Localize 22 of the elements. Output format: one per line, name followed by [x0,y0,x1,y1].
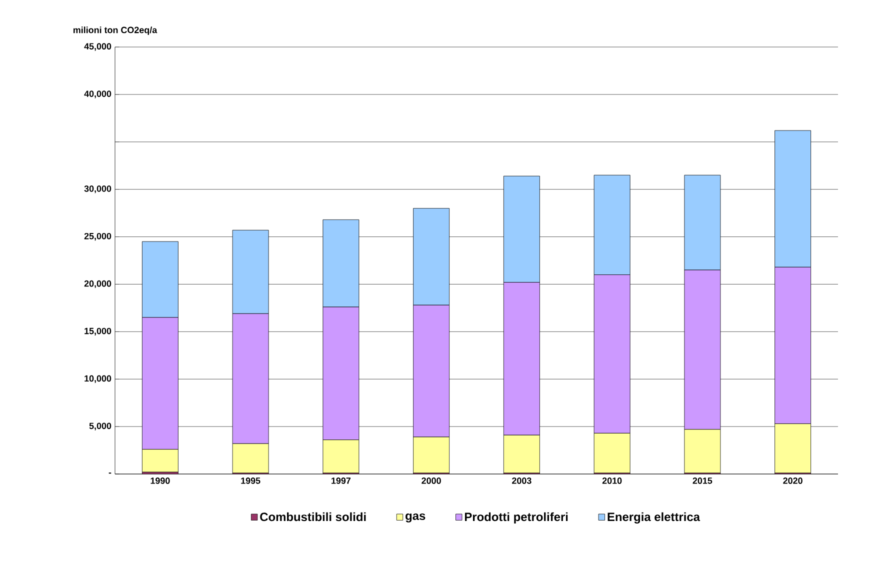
x-tick-label: 2010 [602,478,622,484]
y-tick-label: 30,000 [84,186,112,194]
x-tick-label: 2000 [422,478,441,484]
y-tick-label: 10,000 [84,375,112,383]
legend-label: Prodotti petroliferi [464,512,568,524]
legend-label: gas [406,513,426,522]
y-axis-title: milioni ton CO2eq/a [73,26,158,35]
x-tick-label: 2020 [783,478,802,484]
y-tick-label: 20,000 [84,280,112,288]
x-tick-label: 2015 [692,478,712,484]
x-tick-label: 1995 [241,478,260,484]
y-tick-label: 5,000 [89,422,112,430]
y-tick-label: 15,000 [84,328,112,336]
x-tick-label: 1997 [332,478,351,484]
x-tick-label: 2003 [512,478,532,484]
y-tick-label: 45,000 [84,43,112,51]
legend-label: Combustibili solidi [260,512,366,522]
x-tick-label: 1990 [150,478,170,484]
y-tick-label: - [108,472,112,474]
y-tick-label: 25,000 [84,232,112,241]
y-tick-label: 40,000 [84,90,112,98]
legend-label: Energia elettrica [608,512,700,524]
